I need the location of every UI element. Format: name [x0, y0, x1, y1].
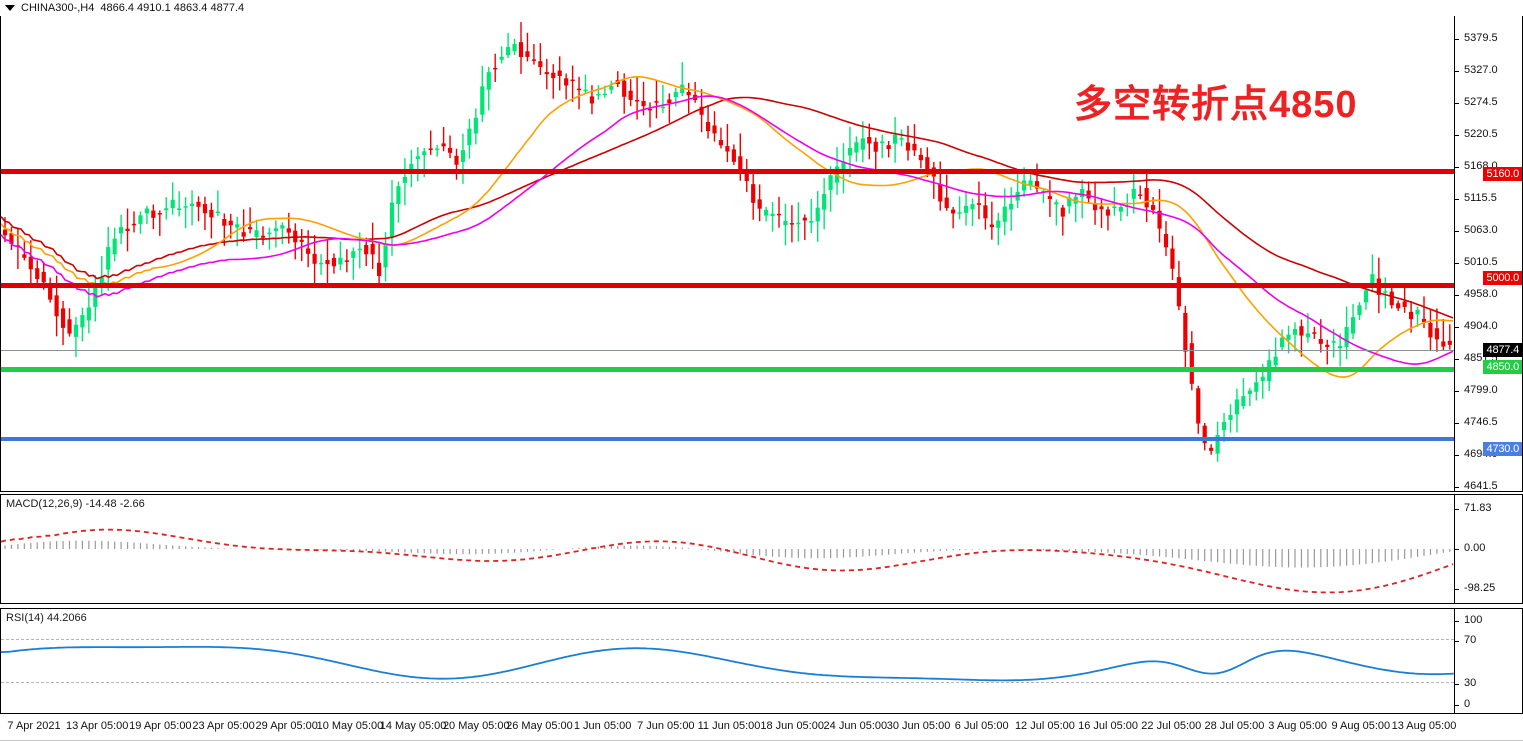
macd-axis: 71.83 0.00 -98.25	[1454, 495, 1522, 603]
time-axis-label: 18 Jun 05:00	[760, 720, 824, 732]
symbol-timeframe-label: CHINA300-,H4	[21, 2, 95, 14]
price-axis-tick-label: 5010.5	[1464, 256, 1498, 268]
price-level-tag[interactable]: 5000.0	[1482, 271, 1522, 285]
macd-panel[interactable]: MACD(12,26,9) -14.48 -2.66 71.83 0.00 -98.…	[0, 494, 1523, 604]
price-axis-tick-label: 5274.5	[1464, 96, 1498, 108]
price-axis-tick-label: 4694.0	[1464, 448, 1498, 460]
time-axis-label: 30 Jun 05:00	[886, 720, 951, 732]
time-axis-label: 28 Jul 05:00	[1204, 720, 1265, 732]
macd-axis-tick-label: 71.83	[1464, 502, 1492, 514]
resistance-line-5000[interactable]	[1, 283, 1454, 288]
rsi-axis-tick-label: 0	[1464, 698, 1471, 710]
price-axis-tick-label: 4958.0	[1464, 288, 1498, 300]
price-axis-tick-label: 4904.0	[1464, 320, 1498, 332]
macd-axis-tick-label: -98.25	[1464, 582, 1496, 594]
rsi-oversold-band-30	[1, 682, 1454, 683]
rsi-overbought-band-70	[1, 639, 1454, 640]
rsi-plot-area[interactable]: RSI(14) 44.2066	[1, 609, 1454, 713]
time-axis-label: 22 Jul 05:00	[1141, 720, 1202, 732]
time-axis-label: 14 May 05:00	[379, 720, 447, 732]
time-axis-label: 20 May 05:00	[442, 720, 510, 732]
chart-header: CHINA300-,H4 4866.4 4910.1 4863.4 4877.4	[0, 0, 1523, 16]
rsi-axis: 100 70 30 0	[1454, 609, 1522, 713]
time-axis-label: 1 Jun 05:00	[573, 720, 632, 732]
price-axis-tick-label: 4851.5	[1464, 352, 1498, 364]
price-level-tag[interactable]: 5160.0	[1482, 167, 1522, 181]
price-level-tag[interactable]: 4877.4	[1482, 343, 1522, 357]
time-axis-label: 7 Jun 05:00	[637, 720, 695, 732]
macd-plot-area[interactable]: MACD(12,26,9) -14.48 -2.66	[1, 495, 1454, 603]
rsi-axis-tick-label: 30	[1464, 677, 1477, 689]
rsi-panel[interactable]: RSI(14) 44.2066 100 70 30 0	[0, 608, 1523, 714]
price-axis[interactable]: 5379.5 5327.0 5274.5 5220.5 5168.0 5115.5 5063…	[1454, 15, 1522, 492]
price-axis-tick-label: 5063.0	[1464, 224, 1498, 236]
caret-down-icon[interactable]	[5, 5, 15, 11]
time-axis-label: 7 Apr 2021	[7, 720, 61, 732]
macd-axis-tick-label: 0.00	[1464, 542, 1486, 554]
price-axis-tick-label: 4799.0	[1464, 384, 1498, 396]
time-axis[interactable]: 7 Apr 2021 13 Apr 05:00 19 Apr 05:00 23 Apr…	[0, 714, 1523, 741]
price-axis-tick-label: 5168.0	[1464, 160, 1498, 172]
time-axis-label: 26 May 05:00	[506, 720, 573, 732]
time-axis-label: 11 Jun 05:00	[697, 720, 761, 732]
price-axis-tick-label: 5379.5	[1464, 32, 1498, 44]
time-axis-label: 24 Jun 05:00	[823, 720, 888, 732]
time-axis-label: 13 Apr 05:00	[65, 720, 129, 732]
time-axis-label: 29 Apr 05:00	[255, 720, 318, 732]
price-axis-tick-label: 5220.5	[1464, 128, 1498, 140]
time-axis-label: 19 Apr 05:00	[129, 720, 192, 732]
ohlc-values-label: 4866.4 4910.1 4863.4 4877.4	[100, 2, 245, 14]
price-axis-tick-label: 4746.5	[1464, 416, 1498, 428]
price-series-svg	[1, 22, 1454, 462]
rsi-label: RSI(14) 44.2066	[6, 612, 87, 624]
price-plot-area[interactable]: 多空转折点4850	[1, 15, 1454, 491]
time-axis-label: 13 Aug 05:00	[1391, 720, 1457, 732]
rsi-axis-tick-label: 70	[1464, 634, 1477, 646]
price-axis-tick-label: 4641.5	[1464, 480, 1498, 492]
price-level-tag[interactable]: 4730.0	[1482, 442, 1522, 456]
price-chart-panel[interactable]: 多空转折点4850 5379.5 5327.0 5274.5 5220.5 5168.0…	[0, 14, 1523, 492]
time-axis-label: 12 Jul 05:00	[1014, 720, 1075, 732]
support-line-4850[interactable]	[1, 367, 1454, 372]
last-price-line	[1, 350, 1454, 351]
price-axis-tick-label: 5327.0	[1464, 64, 1498, 76]
annotation-text: 多空转折点4850	[1074, 84, 1358, 126]
time-axis-label: 10 May 05:00	[316, 720, 384, 732]
time-axis-label: 3 Aug 05:00	[1268, 720, 1327, 732]
time-axis-label: 9 Aug 05:00	[1331, 720, 1391, 732]
time-axis-label: 16 Jul 05:00	[1078, 720, 1139, 732]
time-axis-label: 6 Jul 05:00	[954, 720, 1009, 732]
price-level-tag[interactable]: 4850.0	[1482, 360, 1522, 374]
support-line-4730[interactable]	[1, 437, 1454, 441]
rsi-series-svg	[1, 646, 1454, 682]
price-axis-tick-label: 5115.5	[1464, 192, 1497, 204]
macd-series-svg	[1, 528, 1454, 594]
resistance-line-5160[interactable]	[1, 169, 1454, 174]
rsi-axis-tick-label: 100	[1464, 614, 1483, 626]
time-axis-label: 23 Apr 05:00	[192, 720, 255, 732]
macd-label: MACD(12,26,9) -14.48 -2.66	[6, 498, 145, 510]
